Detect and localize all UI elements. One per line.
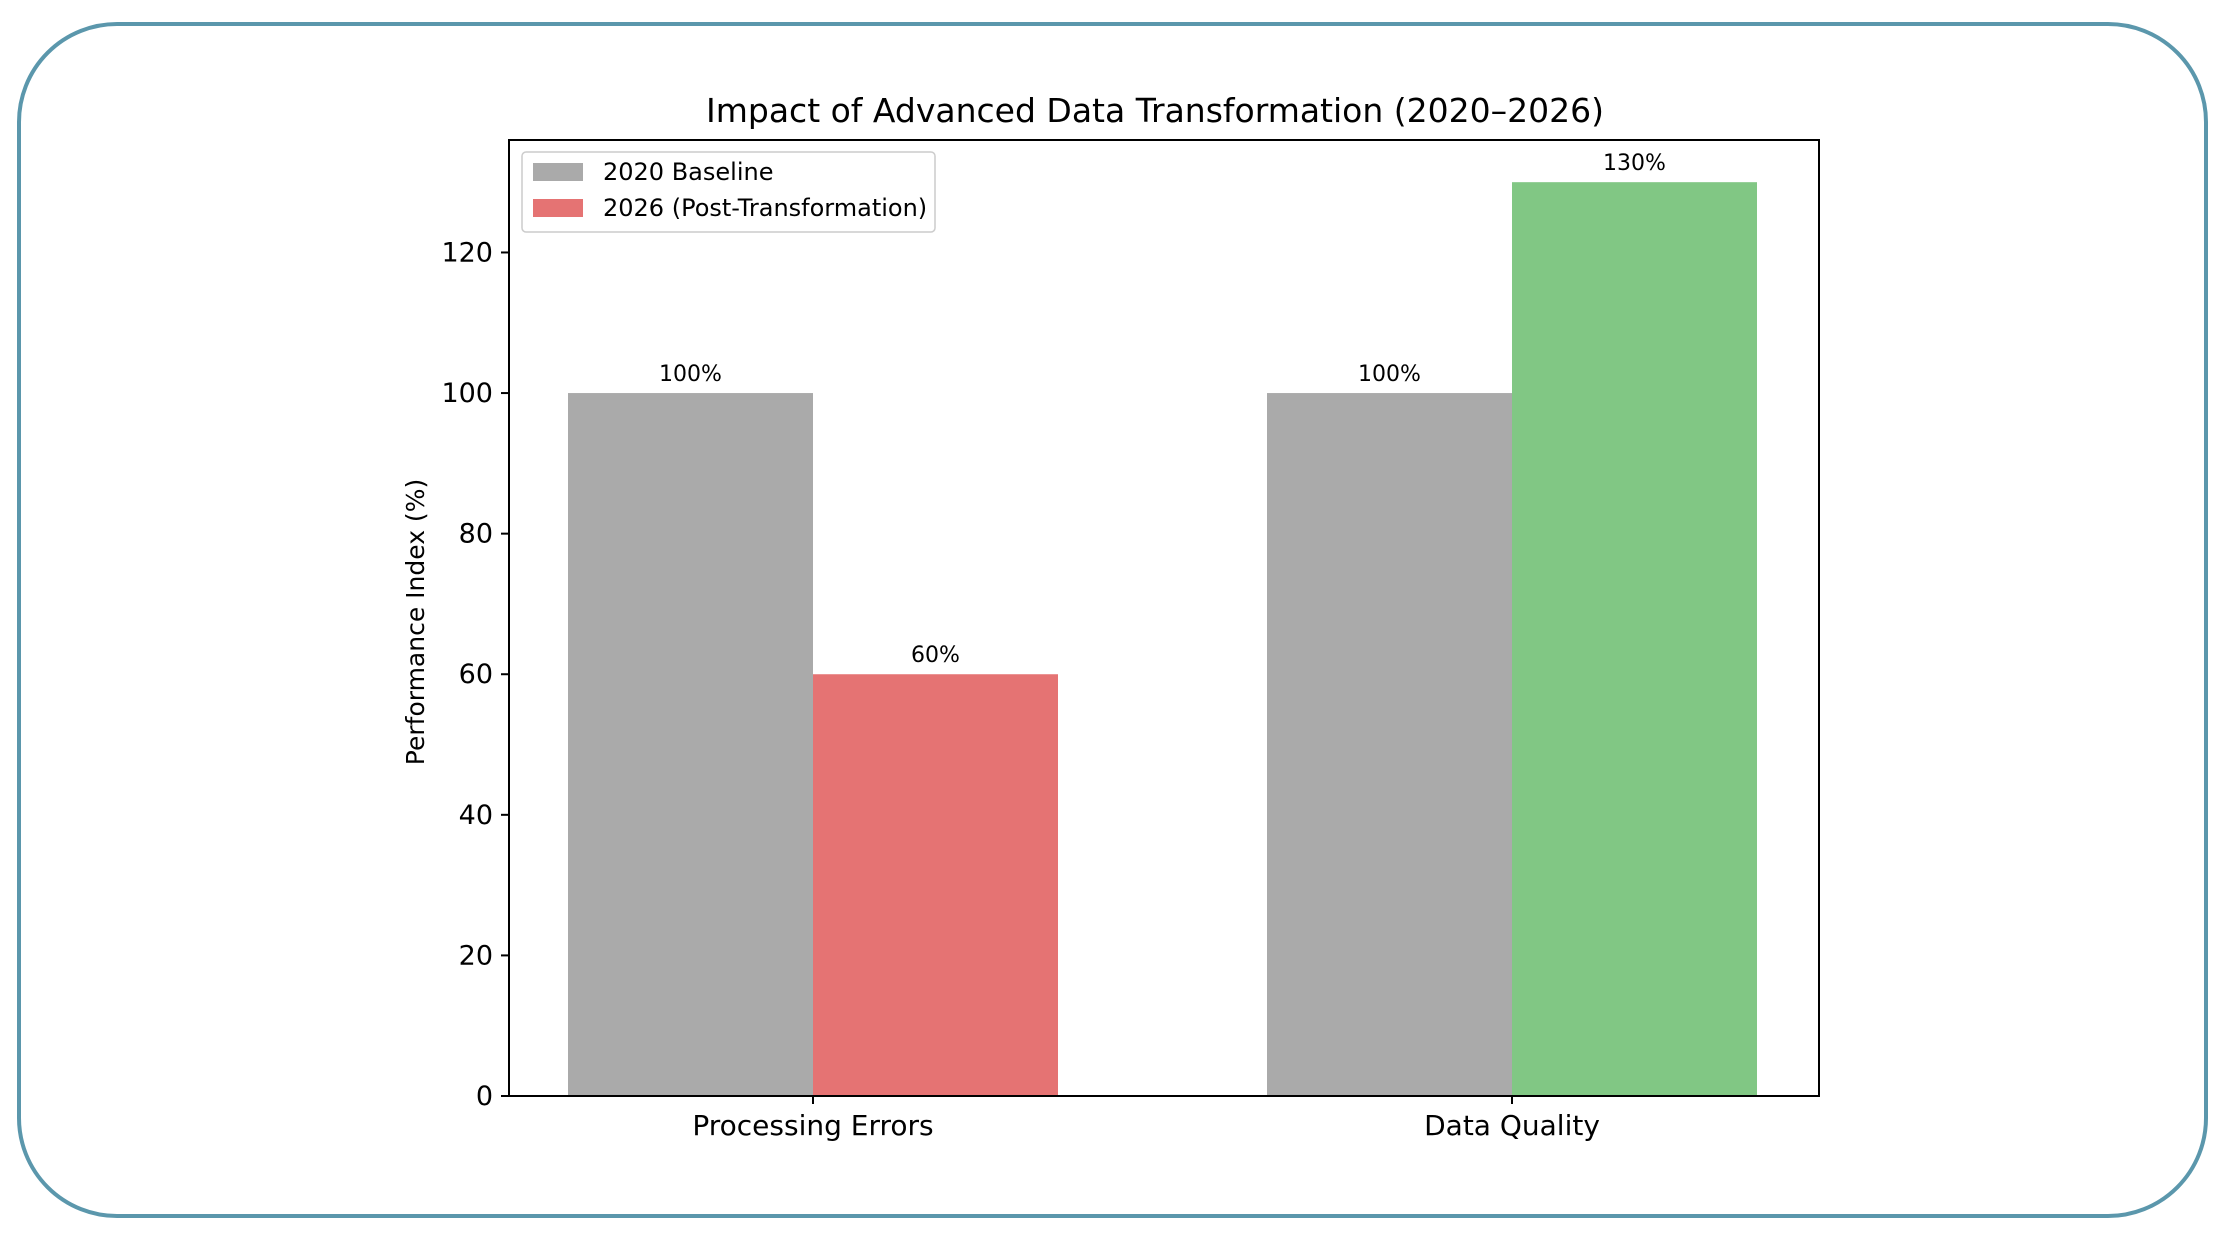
bar-value-label: 100%	[659, 362, 722, 387]
legend-label: 2020 Baseline	[603, 158, 773, 186]
bar-post-1	[1512, 182, 1757, 1097]
y-tick-label: 80	[459, 519, 493, 550]
x-tick-label: Processing Errors	[692, 1109, 933, 1142]
bar-post-0	[813, 674, 1058, 1096]
bar-baseline-0	[568, 393, 813, 1096]
legend-label: 2026 (Post-Transformation)	[603, 194, 927, 222]
axes-group: 0 20 40 60 80 100 120 Processing Errors Data Qua…	[441, 139, 1820, 1142]
x-tick-label: Data Quality	[1424, 1109, 1600, 1142]
bar-baseline-1	[1267, 393, 1512, 1096]
bar-labels-group: 100% 100% 60% 130%	[659, 151, 1666, 668]
chart-title: Impact of Advanced Data Transformation (…	[706, 91, 1604, 130]
bars-group	[568, 182, 1757, 1097]
y-tick-label: 120	[441, 237, 493, 268]
bar-value-label: 130%	[1603, 151, 1666, 176]
y-tick-label: 100	[441, 378, 493, 409]
legend: 2020 Baseline 2026 (Post-Transformation)	[521, 151, 936, 233]
legend-box	[521, 151, 936, 233]
y-tick-label: 20	[459, 940, 493, 971]
y-tick-label: 40	[459, 800, 493, 831]
legend-swatch	[533, 199, 583, 217]
y-axis-label: Performance Index (%)	[401, 479, 430, 765]
bar-value-label: 100%	[1358, 362, 1421, 387]
bar-value-label: 60%	[911, 643, 960, 668]
chart-frame	[17, 22, 2208, 1218]
plot-frame	[508, 139, 1820, 1097]
legend-swatch	[533, 163, 583, 181]
y-tick-label: 60	[459, 659, 493, 690]
y-tick-label: 0	[476, 1081, 493, 1112]
